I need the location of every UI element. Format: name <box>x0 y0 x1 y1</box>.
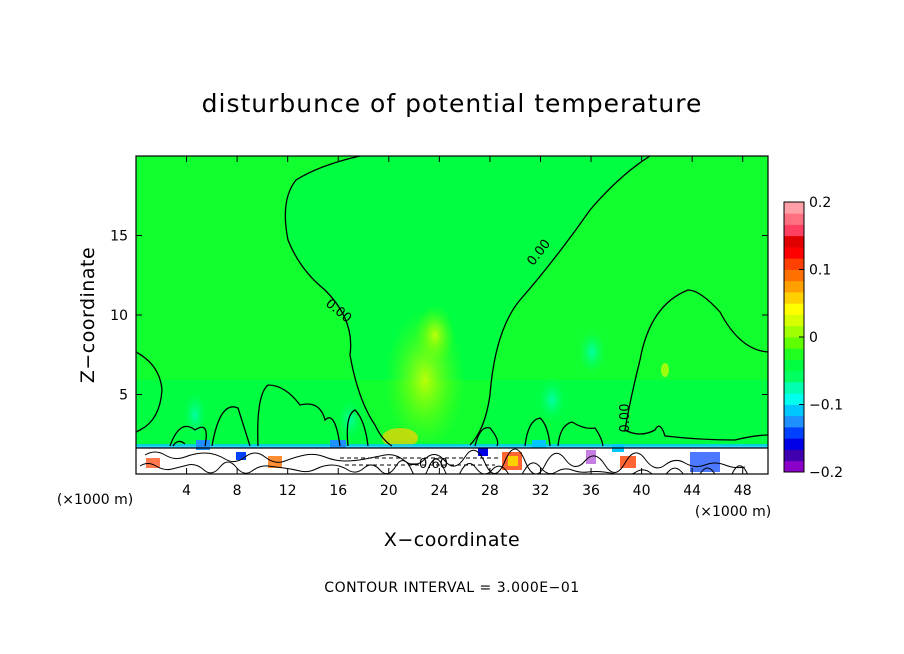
x-tick-label: 36 <box>582 483 600 499</box>
colorbar-swatch <box>784 258 804 270</box>
x-axis: 4 8 12 16 20 24 28 32 36 40 44 48 <box>182 156 752 499</box>
y-tick-label: 5 <box>119 388 128 404</box>
x-tick-label: 44 <box>683 483 701 499</box>
warm-core <box>382 428 418 448</box>
boundary-layer <box>136 440 768 474</box>
contour-bump-6 <box>524 417 551 447</box>
cool-patch-3 <box>183 391 207 439</box>
x-tick-label: 20 <box>380 483 398 499</box>
contour-zero-far-left <box>136 351 163 433</box>
colorbar-tick-label: −0.1 <box>809 398 843 414</box>
colorbar-swatch <box>784 370 804 383</box>
contour-bump-1 <box>169 425 207 447</box>
x-unit-label-right: (×1000 m) <box>695 504 771 520</box>
colorbar-swatch <box>784 337 804 349</box>
contour-zero-right <box>624 289 768 441</box>
x-tick-label: 48 <box>734 483 752 499</box>
zero-contours <box>136 156 768 447</box>
contour-bump-7 <box>557 421 604 447</box>
colorbar-swatch <box>784 449 804 462</box>
y-tick-label: 15 <box>110 229 128 245</box>
y-axis-label: Z−coordinate <box>77 247 99 383</box>
colorbar-swatch <box>784 247 804 259</box>
contour-bump-8 <box>172 440 186 447</box>
y-tick-label: 10 <box>110 308 128 324</box>
hot-spot-core <box>508 456 518 466</box>
colorbar-tick-label: 0.2 <box>809 195 831 211</box>
colorbar-swatch <box>784 325 804 338</box>
colorbar-swatch <box>784 292 804 304</box>
colorbar-swatch <box>784 393 804 405</box>
contour-zero-left <box>284 156 393 447</box>
x-tick-label: 24 <box>430 483 448 499</box>
x-tick-label: 28 <box>481 483 499 499</box>
cold-spot-2 <box>330 440 346 448</box>
cool-patch-4 <box>338 400 362 440</box>
cold-spot-3 <box>532 440 546 448</box>
x-unit-label-left: (×1000 m) <box>57 492 133 508</box>
x-tick-label: 16 <box>329 483 347 499</box>
surface-contours-2 <box>139 458 749 474</box>
surface-contours-1 <box>144 448 746 474</box>
warm-plume-upper <box>415 305 455 365</box>
colorbar <box>784 202 804 473</box>
colorbar-swatch <box>784 314 804 327</box>
chart-title: disturbunce of potential temperature <box>202 89 703 118</box>
neutral-zone <box>136 156 768 445</box>
cold-spot-1 <box>196 440 210 450</box>
contour-zero-middle <box>469 156 651 446</box>
surface-band <box>136 446 768 474</box>
cool-patch-1 <box>578 330 606 374</box>
colorbar-swatch <box>784 348 804 360</box>
heatmap-field <box>136 156 768 474</box>
hot-spot-4 <box>146 458 160 468</box>
contour-bump-5 <box>474 426 499 447</box>
y-axis: 5 10 15 <box>110 229 768 404</box>
cold-spot-8 <box>586 450 596 464</box>
x-axis-label: X−coordinate <box>384 529 520 551</box>
x-tick-label: 40 <box>633 483 651 499</box>
colorbar-swatch <box>784 382 804 394</box>
x-tick-label: 32 <box>532 483 550 499</box>
cold-spot-7 <box>236 452 246 460</box>
contour-interval-note: CONTOUR INTERVAL = 3.000E−01 <box>324 580 579 596</box>
cold-spot-6 <box>478 448 488 456</box>
colorbar-tick-label: −0.2 <box>809 465 843 481</box>
x-tick-label: 4 <box>182 483 191 499</box>
colorbar-ticks: 0.2 0.1 0 −0.1 −0.2 <box>799 195 843 481</box>
colorbar-swatch <box>784 213 804 225</box>
colorbar-swatch <box>784 280 804 293</box>
colorbar-tick-label: 0.1 <box>809 263 831 279</box>
colorbar-swatch <box>784 359 804 372</box>
colorbar-swatch <box>784 404 804 417</box>
contour-label: 0.00 <box>618 404 633 433</box>
colorbar-swatch <box>784 202 804 214</box>
x-tick-label: 8 <box>233 483 242 499</box>
contour-label: −0.60 <box>408 457 448 472</box>
colorbar-swatch <box>784 235 804 248</box>
contour-bump-2 <box>211 406 251 447</box>
colorbar-tick-label: 0 <box>809 330 818 346</box>
colorbar-swatch <box>784 438 804 450</box>
contour-bump-3 <box>257 384 341 447</box>
cool-patch-2 <box>538 378 566 422</box>
negative-contour-dashed <box>340 457 500 466</box>
colorbar-swatch <box>784 415 804 428</box>
colorbar-swatch <box>784 427 804 439</box>
x-tick-label: 12 <box>279 483 297 499</box>
colorbar-swatch <box>784 460 804 473</box>
colorbar-swatch <box>784 303 804 315</box>
surface-edge <box>136 444 768 448</box>
colorbar-swatch <box>784 224 804 237</box>
colorbar-swatch <box>784 269 804 282</box>
contour-bump-4 <box>346 409 369 447</box>
warm-spot <box>661 363 669 377</box>
